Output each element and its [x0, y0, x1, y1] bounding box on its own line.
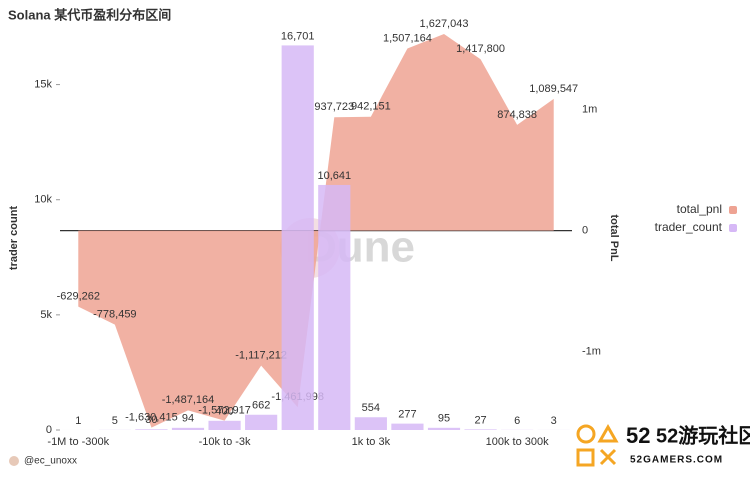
logo-bg — [566, 410, 750, 479]
legend-label: trader_count — [655, 220, 723, 234]
data-label: 1 — [75, 415, 81, 427]
logo-name: 52游玩社区 — [656, 423, 750, 447]
logo-icon — [576, 424, 596, 444]
author: @ec_unoxx — [24, 456, 77, 467]
logo-icon — [597, 423, 619, 443]
data-label: 1,417,800 — [456, 43, 505, 55]
data-label: 27 — [474, 414, 486, 426]
bar — [391, 423, 424, 430]
data-label: -778,459 — [93, 309, 136, 321]
x-tick-label: 1k to 3k — [352, 436, 391, 448]
logo-icon — [599, 448, 617, 466]
bar — [208, 420, 241, 430]
bar — [135, 429, 168, 430]
legend-label: total_pnl — [677, 202, 722, 216]
logo-url: 52GAMERS.COM — [630, 455, 723, 466]
y-axis-label: trader count — [8, 206, 20, 271]
bar — [171, 427, 205, 430]
y-tick-label: 5k — [40, 309, 52, 321]
logo-number: 52 — [626, 423, 650, 448]
y2-tick-label: 0 — [582, 225, 588, 237]
author-avatar — [9, 456, 19, 466]
data-label: 277 — [398, 409, 416, 421]
data-label: 6 — [514, 415, 520, 427]
data-label: 95 — [438, 413, 450, 425]
data-label: 1,089,547 — [529, 83, 578, 95]
data-label: 10,641 — [317, 170, 351, 182]
bar — [318, 184, 351, 430]
data-label: 5 — [112, 415, 118, 427]
x-tick-label: 100k to 300k — [486, 436, 549, 448]
data-label: 3 — [551, 415, 557, 427]
data-label: 874,838 — [497, 109, 537, 121]
y2-tick-label: -1m — [582, 345, 601, 357]
data-label: 1,507,164 — [383, 32, 432, 44]
bar — [281, 45, 314, 430]
data-label: 16,701 — [281, 30, 315, 42]
data-label: -1,117,212 — [235, 350, 287, 362]
y-tick-label: 0 — [46, 424, 52, 436]
legend-swatch — [729, 224, 737, 232]
data-label: -1,487,164 — [162, 394, 215, 406]
bar — [245, 414, 278, 430]
y2-tick-label: 1m — [582, 104, 597, 116]
data-label: -1,572,917 — [198, 405, 251, 417]
data-label: 30 — [145, 414, 157, 426]
x-tick-label: -1M to -300k — [47, 436, 109, 448]
bar — [354, 417, 387, 430]
data-label: 94 — [182, 413, 194, 425]
data-label: 942,151 — [351, 101, 391, 113]
logo-icon — [576, 448, 595, 467]
data-label: 554 — [362, 402, 380, 414]
y2-axis-label: total PnL — [608, 214, 620, 261]
chart-title: Solana 某代币盈利分布区间 — [8, 7, 171, 22]
y-tick-label: 15k — [34, 78, 52, 90]
data-label: 937,723 — [314, 101, 354, 113]
data-label: -1,630,415 — [125, 412, 178, 424]
data-label: 662 — [252, 400, 270, 412]
bar — [464, 429, 497, 430]
x-tick-label: -10k to -3k — [199, 436, 251, 448]
y-tick-label: 10k — [34, 194, 52, 206]
pnl-area — [78, 33, 554, 428]
bar — [427, 427, 461, 430]
data-label: -629,262 — [57, 291, 100, 303]
data-label: 400 — [215, 406, 233, 418]
legend-swatch — [729, 206, 737, 214]
data-label: 1,627,043 — [420, 18, 469, 30]
